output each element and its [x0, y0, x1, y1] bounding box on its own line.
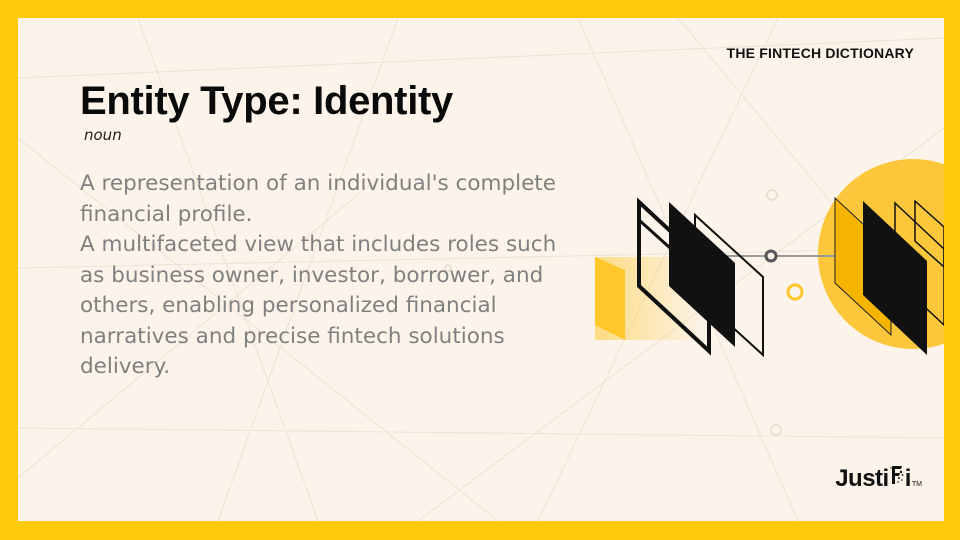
black-screen-1	[669, 202, 735, 347]
part-of-speech: noun	[84, 126, 122, 144]
connector-node-grey	[764, 249, 778, 263]
black-screen-2	[694, 212, 764, 358]
definition-sentence-1: A representation of an individual's comp…	[80, 171, 556, 227]
definition-sentence-2: A multifaceted view that includes roles …	[80, 232, 557, 379]
dictionary-label: THE FINTECH DICTIONARY	[726, 45, 914, 61]
justifi-logo: Justi i TM	[835, 464, 922, 493]
dna-f-icon	[890, 466, 904, 484]
layered-screens-illustration	[595, 159, 944, 358]
logo-trademark: TM	[911, 481, 922, 488]
definition-text: A representation of an individual's comp…	[80, 169, 560, 383]
logo-text-end: i	[904, 465, 912, 492]
dictionary-card: THE FINTECH DICTIONARY Entity Type: Iden…	[18, 18, 944, 521]
logo-text-start: Justi	[835, 465, 889, 492]
connector-node-yellow	[786, 283, 804, 301]
term-title: Entity Type: Identity	[80, 79, 453, 123]
